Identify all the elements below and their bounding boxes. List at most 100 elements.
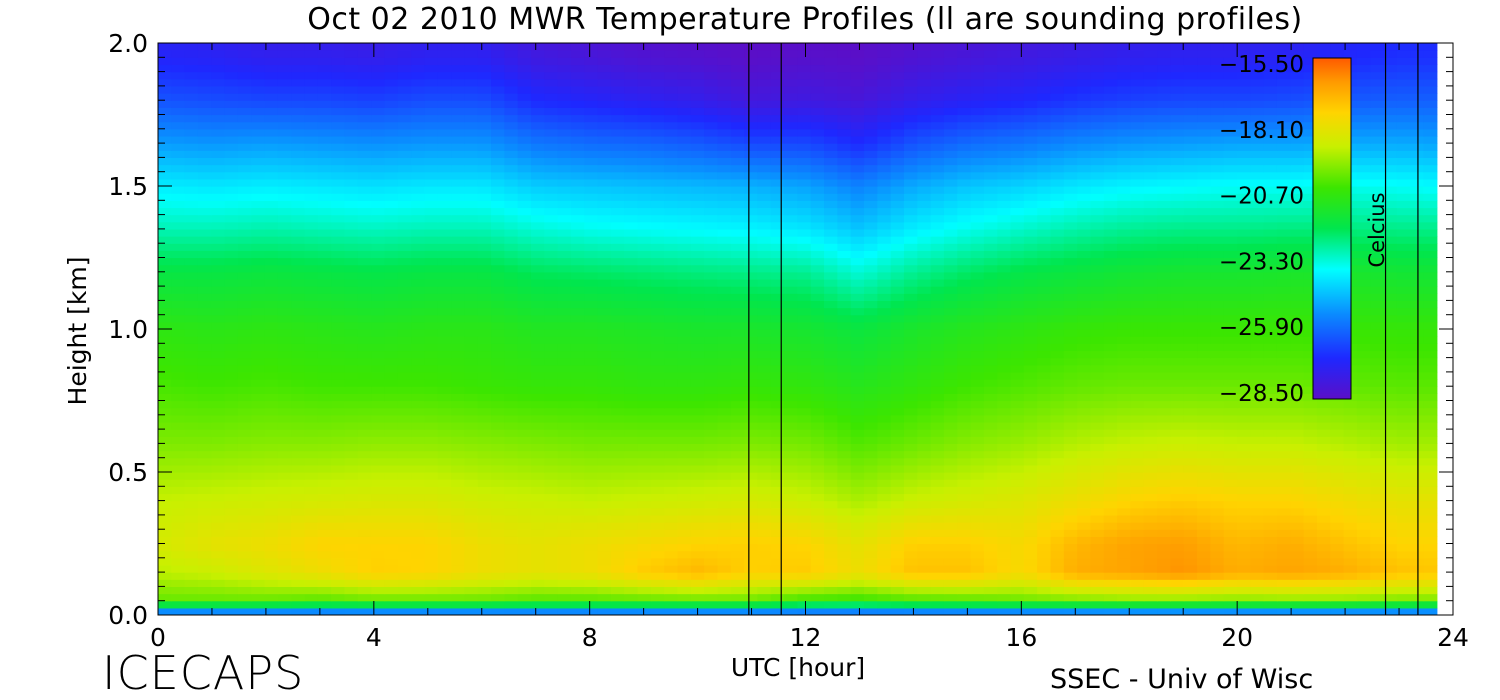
heatmap-cell bbox=[331, 436, 346, 444]
heatmap-cell bbox=[1263, 243, 1278, 251]
heatmap-cell bbox=[890, 329, 905, 337]
heatmap-cell bbox=[824, 336, 838, 344]
heatmap-cell bbox=[1356, 414, 1371, 423]
heatmap-cell bbox=[890, 364, 905, 373]
heatmap-cell bbox=[424, 343, 439, 352]
heatmap-cell bbox=[584, 350, 599, 359]
heatmap-cell bbox=[451, 336, 465, 344]
heatmap-cell bbox=[810, 414, 825, 423]
heatmap-cell bbox=[650, 507, 665, 516]
heatmap-cell bbox=[1130, 343, 1145, 352]
heatmap-cell bbox=[784, 586, 799, 595]
heatmap-cell bbox=[211, 493, 226, 502]
heatmap-cell bbox=[650, 522, 665, 530]
heatmap-cell bbox=[824, 443, 838, 452]
heatmap-cell bbox=[903, 414, 918, 423]
heatmap-cell bbox=[451, 414, 465, 423]
heatmap-layer bbox=[158, 43, 1438, 615]
heatmap-cell bbox=[264, 407, 279, 416]
heatmap-cell bbox=[411, 493, 426, 502]
heatmap-cell bbox=[504, 343, 519, 352]
heatmap-cell bbox=[690, 321, 705, 330]
heatmap-cell bbox=[277, 393, 292, 402]
heatmap-cell bbox=[1370, 472, 1385, 480]
heatmap-cell bbox=[997, 514, 1012, 523]
heatmap-cell bbox=[517, 271, 532, 280]
heatmap-cell bbox=[237, 514, 252, 523]
heatmap-cell bbox=[903, 350, 918, 359]
heatmap-cell bbox=[1170, 307, 1185, 316]
heatmap-cell bbox=[744, 421, 759, 430]
heatmap-cell bbox=[158, 414, 172, 423]
heatmap-cell bbox=[1370, 286, 1385, 294]
heatmap-cell bbox=[810, 572, 825, 580]
heatmap-cell bbox=[1010, 564, 1025, 573]
heatmap-cell bbox=[957, 522, 972, 530]
heatmap-cell bbox=[424, 421, 439, 430]
heatmap-cell bbox=[1356, 436, 1371, 444]
heatmap-cell bbox=[344, 507, 359, 516]
heatmap-cell bbox=[1063, 593, 1078, 602]
heatmap-cell bbox=[1157, 586, 1171, 595]
heatmap-cell bbox=[1023, 450, 1038, 459]
heatmap-cell bbox=[784, 278, 799, 287]
heatmap-cell bbox=[184, 321, 199, 330]
heatmap-cell bbox=[544, 529, 559, 537]
heatmap-cell bbox=[584, 536, 599, 545]
heatmap-cell bbox=[1290, 557, 1305, 566]
heatmap-cell bbox=[650, 514, 665, 523]
heatmap-cell bbox=[397, 429, 412, 437]
heatmap-cell bbox=[1383, 421, 1398, 430]
heatmap-cell bbox=[1143, 536, 1158, 545]
heatmap-cell bbox=[158, 286, 172, 294]
heatmap-cell bbox=[1370, 457, 1385, 466]
heatmap-cell bbox=[371, 450, 386, 459]
heatmap-cell bbox=[371, 321, 386, 330]
heatmap-cell bbox=[397, 514, 412, 523]
heatmap-cell bbox=[1023, 593, 1038, 602]
heatmap-cell bbox=[224, 364, 239, 373]
heatmap-cell bbox=[1103, 264, 1118, 273]
heatmap-cell bbox=[331, 486, 346, 495]
heatmap-cell bbox=[970, 507, 985, 516]
heatmap-cell bbox=[251, 421, 266, 430]
heatmap-cell bbox=[1130, 529, 1145, 537]
heatmap-cell bbox=[251, 593, 266, 602]
heatmap-cell bbox=[1170, 472, 1185, 480]
heatmap-cell bbox=[304, 557, 319, 566]
heatmap-cell bbox=[624, 564, 639, 573]
heatmap-cell bbox=[517, 393, 532, 402]
heatmap-cell bbox=[397, 350, 412, 359]
heatmap-cell bbox=[1010, 586, 1025, 595]
heatmap-cell bbox=[384, 286, 399, 294]
heatmap-cell bbox=[1383, 379, 1398, 387]
heatmap-cell bbox=[264, 514, 279, 523]
heatmap-cell bbox=[943, 278, 958, 287]
heatmap-cell bbox=[624, 321, 639, 330]
heatmap-cell bbox=[810, 314, 825, 323]
heatmap-cell bbox=[1370, 407, 1385, 416]
heatmap-cell bbox=[637, 379, 652, 387]
heatmap-cell bbox=[677, 593, 692, 602]
heatmap-cell bbox=[1250, 414, 1265, 423]
heatmap-cell bbox=[824, 593, 838, 602]
heatmap-cell bbox=[1276, 507, 1291, 516]
heatmap-cell bbox=[1303, 579, 1318, 587]
heatmap-cell bbox=[1197, 593, 1211, 602]
heatmap-cell bbox=[517, 543, 532, 552]
heatmap-cell bbox=[357, 522, 372, 530]
heatmap-cell bbox=[1383, 479, 1398, 487]
heatmap-cell bbox=[1423, 250, 1438, 259]
heatmap-cell bbox=[1250, 421, 1265, 430]
heatmap-cell bbox=[837, 421, 852, 430]
heatmap-cell bbox=[491, 600, 505, 609]
heatmap-cell bbox=[384, 486, 399, 495]
heatmap-cell bbox=[877, 543, 892, 552]
heatmap-cell bbox=[304, 314, 319, 323]
heatmap-cell bbox=[544, 314, 559, 323]
heatmap-cell bbox=[1383, 286, 1398, 294]
heatmap-cell bbox=[397, 379, 412, 387]
heatmap-cell bbox=[704, 479, 719, 487]
heatmap-cell bbox=[1237, 314, 1251, 323]
heatmap-cell bbox=[371, 300, 386, 309]
